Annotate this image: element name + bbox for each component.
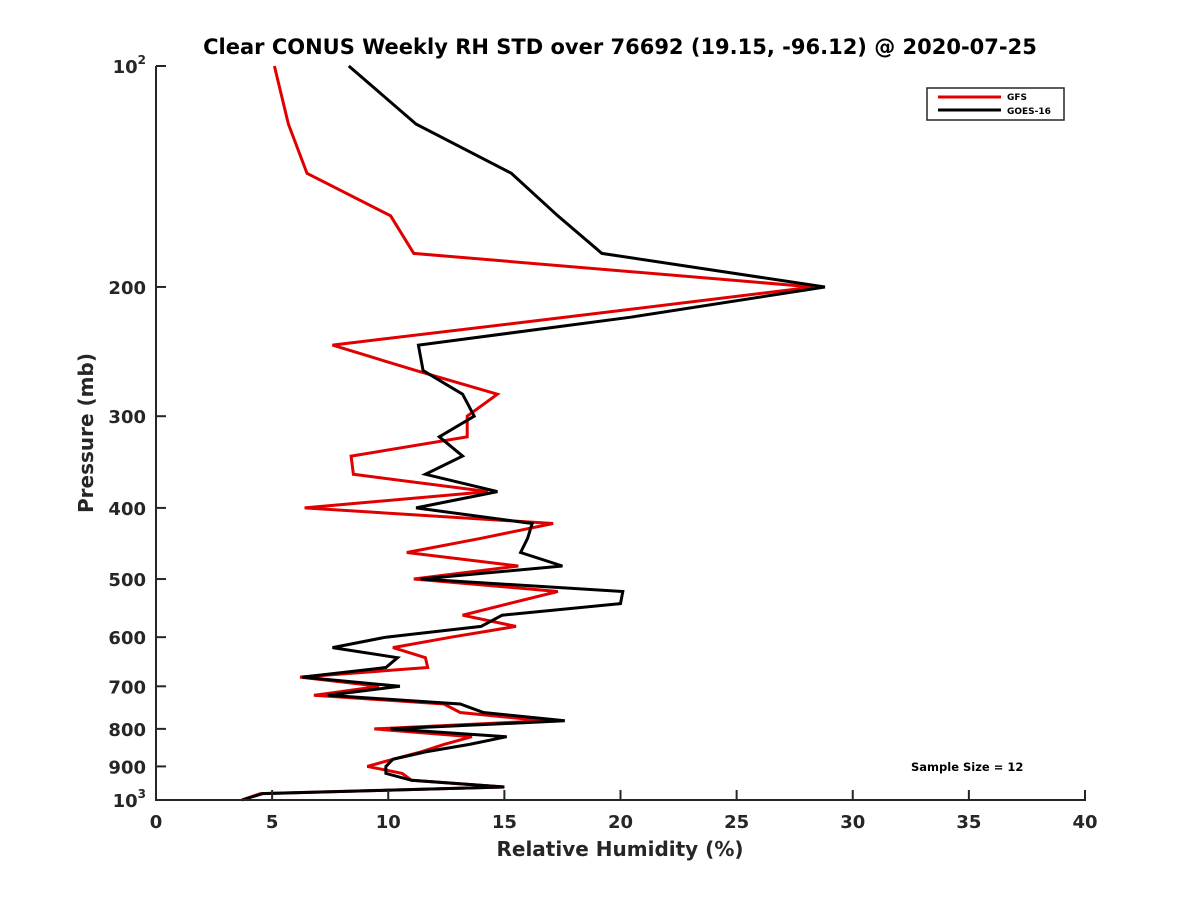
series-line-gfs	[241, 65, 814, 802]
series-line-goes-16	[241, 64, 826, 802]
y-tick-label: 700	[108, 677, 146, 698]
x-tick-label: 5	[266, 812, 279, 833]
axes	[155, 66, 1086, 801]
chart-title: Clear CONUS Weekly RH STD over 76692 (19…	[203, 35, 1037, 59]
legend-label-gfs: GFS	[1007, 93, 1027, 103]
y-ticks: 102 200 300 400 500 600 700 800 900 103	[108, 53, 166, 812]
y-tick-label: 600	[108, 628, 146, 649]
series-layer	[241, 64, 826, 802]
sample-size-annotation: Sample Size = 12	[911, 760, 1023, 774]
y-tick-label: 103	[113, 787, 146, 812]
x-tick-label: 35	[956, 812, 981, 833]
x-tick-label: 25	[724, 812, 749, 833]
y-tick-label: 900	[108, 757, 146, 778]
legend: GFS GOES-16	[926, 87, 1065, 121]
y-axis-label: Pressure (mb)	[74, 353, 98, 513]
x-tick-label: 30	[840, 812, 865, 833]
x-axis-label: Relative Humidity (%)	[496, 837, 743, 861]
legend-label-goes-16: GOES-16	[1007, 107, 1051, 117]
x-tick-label: 20	[608, 812, 633, 833]
x-tick-label: 0	[150, 812, 163, 833]
y-tick-label: 400	[108, 499, 146, 520]
legend-box	[926, 87, 1065, 121]
y-tick-label: 102	[113, 53, 146, 78]
x-tick-label: 15	[492, 812, 517, 833]
x-tick-label: 10	[376, 812, 401, 833]
y-tick-label: 300	[108, 407, 146, 428]
y-tick-label: 200	[108, 278, 146, 299]
y-tick-label: 800	[108, 720, 146, 741]
y-tick-label: 500	[108, 570, 146, 591]
x-ticks: 0 5 10 15 20 25 30 35 40	[150, 790, 1098, 833]
x-tick-label: 40	[1072, 812, 1097, 833]
